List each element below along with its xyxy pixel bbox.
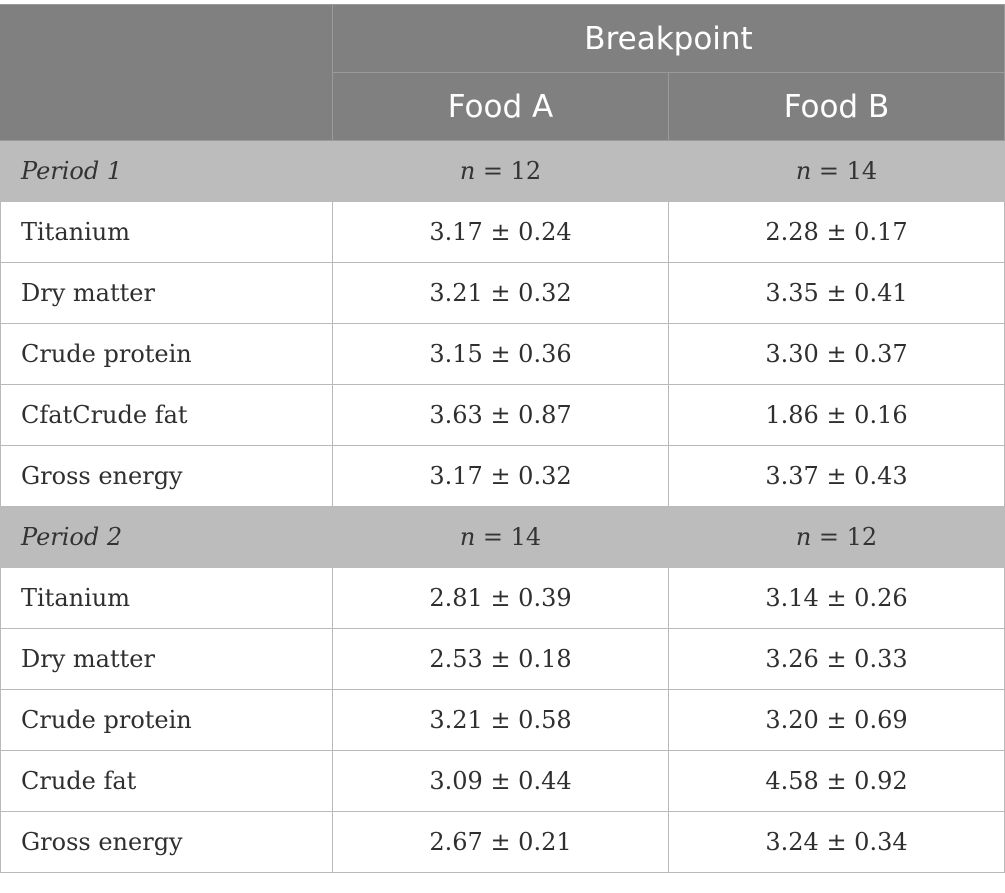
row-label: Titanium [0,567,333,629]
table-row: Crude protein 3.21 ± 0.58 3.20 ± 0.69 [0,689,1005,751]
row-label: Titanium [0,201,333,263]
period-n-food-b: n = 12 [667,506,1005,568]
period-row: Period 1 n = 12 n = 14 [0,140,1005,202]
cell-food-b: 3.30 ± 0.37 [667,323,1005,385]
period-n-food-a: n = 14 [332,506,669,568]
cell-food-a: 3.17 ± 0.32 [332,445,669,507]
header-breakpoint: Breakpoint [331,4,1005,73]
row-label: CfatCrude fat [0,384,333,446]
cell-food-b: 3.14 ± 0.26 [667,567,1005,629]
header-corner-cell [0,4,333,141]
cell-food-b: 3.20 ± 0.69 [667,689,1005,751]
n-symbol: n [795,523,812,551]
n-value: = 12 [475,157,542,185]
row-label: Gross energy [0,445,333,507]
cell-food-b: 3.35 ± 0.41 [667,262,1005,324]
table-row: Titanium 3.17 ± 0.24 2.28 ± 0.17 [0,201,1005,263]
data-table: Breakpoint Food A Food B Period 1 n = 12… [0,4,1005,873]
cell-food-b: 3.26 ± 0.33 [667,628,1005,690]
table-row: Gross energy 2.67 ± 0.21 3.24 ± 0.34 [0,811,1005,873]
n-value: = 12 [811,523,878,551]
cell-food-a: 3.15 ± 0.36 [332,323,669,385]
cell-food-b: 2.28 ± 0.17 [667,201,1005,263]
row-label: Dry matter [0,628,333,690]
table-row: CfatCrude fat 3.63 ± 0.87 1.86 ± 0.16 [0,384,1005,446]
header-food-b: Food B [667,72,1005,141]
cell-food-a: 2.67 ± 0.21 [332,811,669,873]
cell-food-a: 3.17 ± 0.24 [332,201,669,263]
row-label: Crude protein [0,323,333,385]
n-symbol: n [459,157,476,185]
table-row: Crude protein 3.15 ± 0.36 3.30 ± 0.37 [0,323,1005,385]
period-n-food-a: n = 12 [332,140,669,202]
period-row: Period 2 n = 14 n = 12 [0,506,1005,568]
period-label: Period 1 [0,140,333,202]
row-label: Crude fat [0,750,333,812]
n-symbol: n [795,157,812,185]
cell-food-a: 3.09 ± 0.44 [332,750,669,812]
period-label: Period 2 [0,506,333,568]
row-label: Gross energy [0,811,333,873]
cell-food-b: 3.24 ± 0.34 [667,811,1005,873]
table-row: Dry matter 3.21 ± 0.32 3.35 ± 0.41 [0,262,1005,324]
table-row: Gross energy 3.17 ± 0.32 3.37 ± 0.43 [0,445,1005,507]
period-n-food-b: n = 14 [667,140,1005,202]
cell-food-b: 3.37 ± 0.43 [667,445,1005,507]
cell-food-a: 3.21 ± 0.58 [332,689,669,751]
table-row: Titanium 2.81 ± 0.39 3.14 ± 0.26 [0,567,1005,629]
row-label: Dry matter [0,262,333,324]
table-row: Dry matter 2.53 ± 0.18 3.26 ± 0.33 [0,628,1005,690]
row-label: Crude protein [0,689,333,751]
n-value: = 14 [475,523,542,551]
header-row-group: Breakpoint [0,4,1005,141]
header-row-columns: Food A Food B [1,72,1005,141]
cell-food-a: 3.21 ± 0.32 [332,262,669,324]
n-symbol: n [459,523,476,551]
cell-food-a: 3.63 ± 0.87 [332,384,669,446]
cell-food-a: 2.81 ± 0.39 [332,567,669,629]
cell-food-b: 1.86 ± 0.16 [667,384,1005,446]
header-food-a: Food A [332,72,669,141]
cell-food-a: 2.53 ± 0.18 [332,628,669,690]
n-value: = 14 [811,157,878,185]
cell-food-b: 4.58 ± 0.92 [667,750,1005,812]
table-row: Crude fat 3.09 ± 0.44 4.58 ± 0.92 [0,750,1005,812]
